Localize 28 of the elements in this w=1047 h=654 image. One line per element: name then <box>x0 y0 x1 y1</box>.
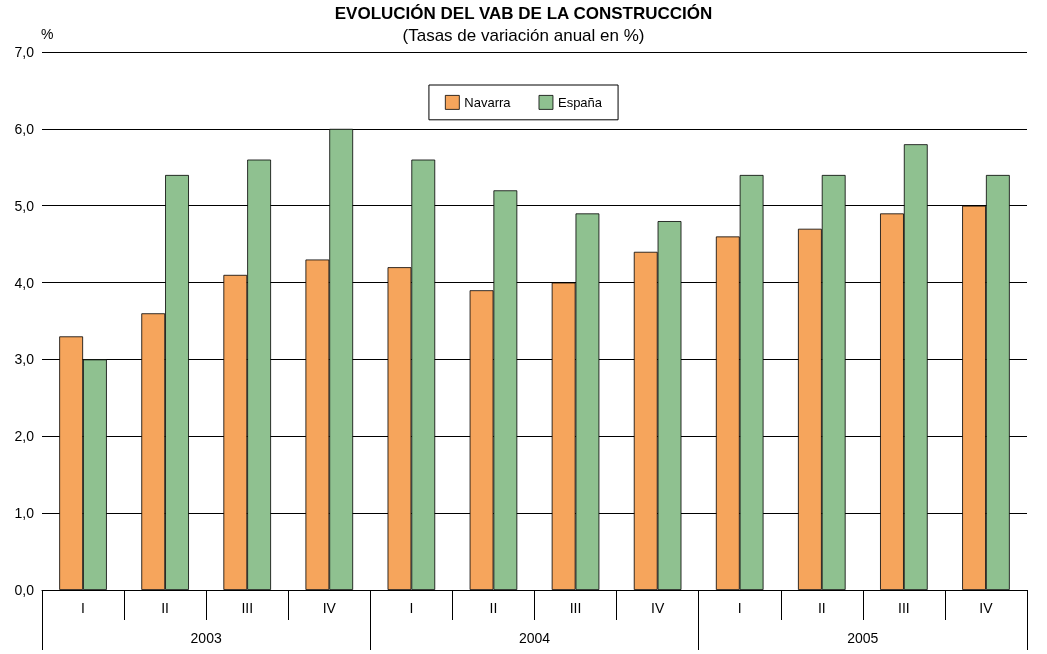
x-tick-label: I <box>737 600 742 616</box>
x-tick-label: I <box>409 600 414 616</box>
legend-label: España <box>557 94 603 110</box>
x-tick-label: II <box>161 600 170 616</box>
chart-title: EVOLUCIÓN DEL VAB DE LA CONSTRUCCIÓN <box>334 4 713 23</box>
text: 2005 <box>847 630 879 646</box>
y-tick-label: 4,0 <box>14 274 35 291</box>
x-tick-label: III <box>898 600 910 616</box>
y-tick-label: 7,0 <box>14 44 35 60</box>
x-tick-label: III <box>569 600 582 616</box>
chart-subtitle: (Tasas de variación anual en %) <box>402 26 645 45</box>
x-tick-label: III <box>241 600 254 616</box>
y-tick-label: 0,0 <box>14 582 35 598</box>
x-tick-label: IV <box>322 600 337 616</box>
y-axis-title: % <box>41 26 54 42</box>
x-tick-label: IV <box>979 600 994 616</box>
y-tick-label: 2,0 <box>14 428 35 445</box>
text: 2003 <box>190 630 222 646</box>
y-tick-label: 1,0 <box>14 505 35 522</box>
legend-label: Navarra <box>464 94 512 110</box>
y-tick-label: 6,0 <box>14 120 35 137</box>
x-tick-label: II <box>489 600 498 616</box>
y-tick-label: 5,0 <box>14 197 35 214</box>
x-tick-label: II <box>817 600 826 616</box>
x-tick-label: I <box>81 600 85 616</box>
text: 2004 <box>518 630 551 646</box>
y-tick-label: 3,0 <box>14 351 35 368</box>
x-tick-label: IV <box>651 600 665 616</box>
